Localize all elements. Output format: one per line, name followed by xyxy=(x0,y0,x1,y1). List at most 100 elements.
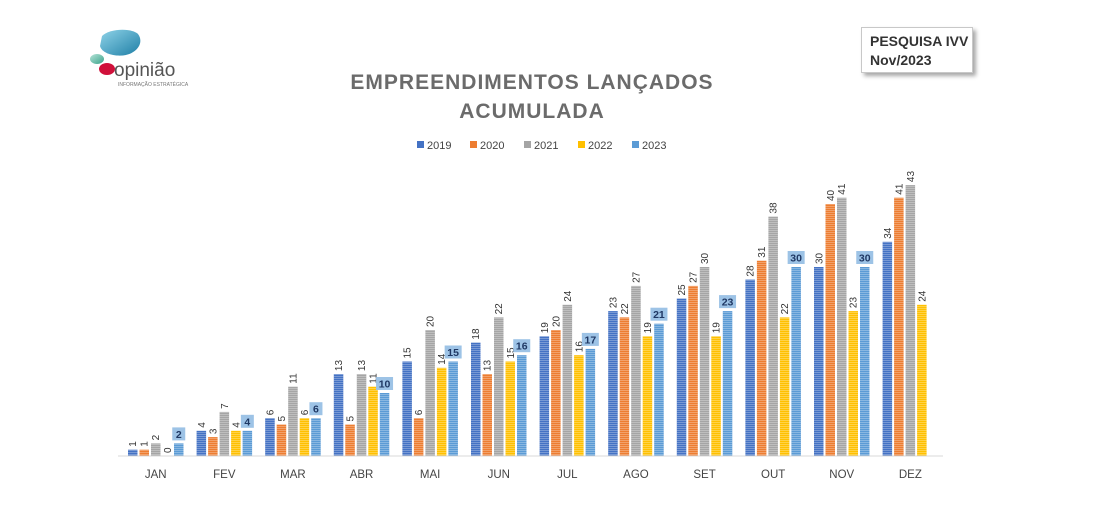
data-label-2019-JUN: 18 xyxy=(471,328,482,340)
logo-mark-icon xyxy=(90,29,141,75)
x-tick-label-ABR: ABR xyxy=(350,469,374,481)
bar-texture xyxy=(139,449,149,456)
bar-texture xyxy=(413,418,424,456)
data-label-2019-SET: 25 xyxy=(677,284,688,296)
bar-texture xyxy=(688,285,698,456)
data-label-2019-MAR: 6 xyxy=(265,409,276,415)
bar-texture xyxy=(276,424,287,456)
data-label-box xyxy=(172,427,186,441)
data-label-2023-OUT: 30 xyxy=(790,253,802,265)
bar-texture xyxy=(448,361,458,456)
data-label-2019-JAN: 1 xyxy=(128,441,139,447)
x-tick-label-NOV: NOV xyxy=(829,469,854,481)
data-label-box xyxy=(240,414,254,428)
data-label-2023-JAN: 2 xyxy=(176,429,182,441)
data-label-box xyxy=(856,251,874,264)
bar-texture xyxy=(562,304,573,456)
data-label-2021-JAN: 2 xyxy=(151,434,162,440)
bar-texture xyxy=(722,311,733,456)
data-label-2019-JUL: 19 xyxy=(540,322,551,334)
data-label-2021-SET: 30 xyxy=(700,252,711,264)
data-label-2021-DEZ: 43 xyxy=(906,171,917,183)
x-tick-label-JUN: JUN xyxy=(488,469,510,481)
bar-texture xyxy=(425,330,435,456)
data-label-box xyxy=(376,377,394,390)
data-label-2021-ABR: 13 xyxy=(357,360,368,372)
bar-texture xyxy=(619,317,630,456)
data-label-2020-AGO: 22 xyxy=(620,303,631,315)
legend-swatch-2020 xyxy=(470,141,477,148)
legend-swatch-2023 xyxy=(632,141,639,148)
x-tick-label-FEV: FEV xyxy=(213,469,236,481)
x-tick-label-AGO: AGO xyxy=(623,469,649,481)
bar-texture xyxy=(505,361,515,456)
logo-tagline: INFORMAÇÃO ESTRATÉGICA xyxy=(118,82,189,88)
data-label-2019-DEZ: 34 xyxy=(883,227,894,239)
data-label-2022-DEZ: 24 xyxy=(917,290,928,302)
bar-texture xyxy=(333,374,344,456)
x-tick-label-JAN: JAN xyxy=(145,469,167,481)
bar-texture xyxy=(745,279,755,456)
bar-texture xyxy=(356,374,367,456)
data-label-2019-NOV: 30 xyxy=(814,252,825,264)
bar-texture xyxy=(917,304,927,456)
bar-texture xyxy=(471,342,481,456)
bar-texture xyxy=(231,430,241,456)
legend-label-2021: 2021 xyxy=(534,140,558,152)
bar-texture xyxy=(151,443,161,456)
data-label-2020-MAR: 5 xyxy=(277,416,288,422)
data-label-box xyxy=(650,307,668,321)
data-label-2021-OUT: 38 xyxy=(769,202,780,214)
bar-texture xyxy=(174,443,184,456)
opiniao-logo: opinião INFORMAÇÃO ESTRATÉGICA xyxy=(88,28,198,93)
legend-label-2019: 2019 xyxy=(427,140,451,152)
bar-texture xyxy=(299,418,310,456)
bar-texture xyxy=(208,437,218,456)
data-label-2021-MAR: 11 xyxy=(288,373,299,384)
data-label-box xyxy=(581,332,599,346)
data-label-2022-ABR: 11 xyxy=(369,373,380,384)
legend-swatch-2019 xyxy=(417,141,424,148)
bar-texture xyxy=(768,216,778,456)
data-label-2020-JAN: 1 xyxy=(140,441,151,447)
bar-texture xyxy=(517,355,527,456)
data-label-2020-FEV: 3 xyxy=(208,428,219,434)
bar-texture xyxy=(642,336,653,456)
bar-texture xyxy=(848,311,858,456)
data-label-2022-JUN: 15 xyxy=(506,347,517,359)
data-label-box xyxy=(787,251,805,264)
x-tick-label-MAI: MAI xyxy=(420,469,440,481)
bar-texture xyxy=(860,267,870,456)
bar-texture xyxy=(219,411,230,456)
survey-badge: PESQUISA IVV Nov/2023 xyxy=(861,27,973,73)
data-label-2022-AGO: 19 xyxy=(643,322,654,334)
data-label-2023-NOV: 30 xyxy=(859,253,871,265)
bar-texture xyxy=(814,267,824,456)
data-label-2020-DEZ: 41 xyxy=(894,183,905,195)
bar-texture xyxy=(882,241,893,456)
data-label-2023-AGO: 21 xyxy=(653,309,665,321)
data-label-2023-FEV: 4 xyxy=(244,416,250,428)
data-label-2020-MAI: 6 xyxy=(414,409,425,415)
legend-swatch-2021 xyxy=(524,141,531,148)
data-label-2019-FEV: 4 xyxy=(197,422,208,428)
data-label-2019-ABR: 13 xyxy=(334,360,345,372)
bar-texture xyxy=(379,393,390,456)
data-label-box xyxy=(513,339,531,353)
data-label-2021-NOV: 41 xyxy=(837,183,848,195)
bar-texture xyxy=(585,348,596,456)
bar-texture xyxy=(128,449,138,456)
bar-texture xyxy=(756,260,767,456)
chart-bars xyxy=(128,185,927,456)
data-label-2023-ABR: 10 xyxy=(379,379,391,391)
bar-texture xyxy=(311,418,321,456)
data-label-2021-AGO: 27 xyxy=(631,271,642,283)
bar-texture xyxy=(482,374,492,456)
bar-texture xyxy=(779,317,790,456)
chart-title: EMPREENDIMENTOS LANÇADOS ACUMULADA xyxy=(0,68,1064,126)
bar-texture xyxy=(905,185,916,456)
data-label-2022-NOV: 23 xyxy=(849,297,860,309)
data-label-2020-NOV: 40 xyxy=(826,189,837,201)
bar-texture xyxy=(288,386,298,456)
